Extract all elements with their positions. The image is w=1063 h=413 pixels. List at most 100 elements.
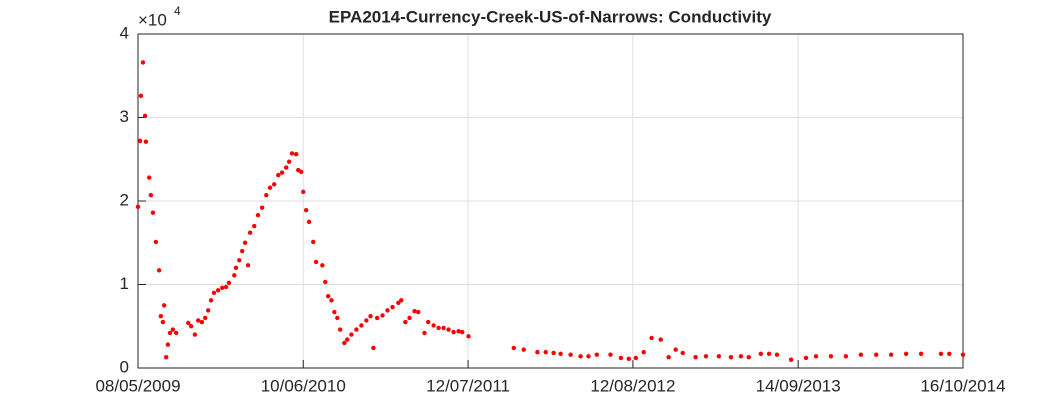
data-point <box>220 285 225 291</box>
data-point <box>416 309 421 315</box>
data-point <box>167 330 173 336</box>
data-point <box>399 298 404 303</box>
data-point <box>140 60 146 65</box>
data-point <box>558 351 563 357</box>
data-point <box>466 334 471 339</box>
data-point <box>728 354 734 360</box>
data-point <box>148 192 154 198</box>
y-tick-label: 2 <box>120 190 129 209</box>
data-point <box>374 315 380 321</box>
data-point <box>960 352 966 357</box>
y-multiplier: ×10 <box>138 10 167 29</box>
data-point <box>267 185 273 190</box>
data-point <box>828 354 834 359</box>
data-point <box>247 230 253 235</box>
data-point <box>150 210 156 215</box>
data-point <box>641 349 646 355</box>
data-point <box>535 349 540 355</box>
data-point <box>156 268 162 273</box>
data-point <box>215 288 221 293</box>
data-point <box>192 332 198 337</box>
data-point <box>364 318 369 323</box>
data-point <box>186 320 191 326</box>
data-point <box>738 354 744 359</box>
data-point <box>843 354 849 359</box>
data-point <box>164 354 169 360</box>
data-point <box>293 152 299 157</box>
data-point <box>371 345 376 351</box>
data-point <box>354 327 359 332</box>
data-point <box>693 354 698 360</box>
data-point <box>803 355 809 361</box>
data-point <box>147 175 152 180</box>
data-point <box>666 354 671 360</box>
x-tick-label: 12/07/2011 <box>426 376 510 395</box>
data-point <box>673 347 678 352</box>
data-point <box>286 159 292 164</box>
data-point <box>245 263 251 268</box>
data-point <box>594 352 599 357</box>
data-point <box>446 327 451 332</box>
data-point <box>240 248 245 254</box>
data-point <box>345 337 350 342</box>
data-point <box>301 189 306 195</box>
data-point <box>232 273 237 278</box>
data-point <box>226 280 232 286</box>
data-point <box>259 205 265 210</box>
data-point <box>407 315 412 321</box>
data-point <box>385 308 390 313</box>
data-point <box>208 298 214 303</box>
data-point <box>618 355 624 361</box>
data-point <box>323 279 328 285</box>
plot-frame <box>137 33 964 369</box>
data-point <box>264 192 269 198</box>
data-point <box>649 335 654 341</box>
data-point <box>255 212 261 218</box>
data-point <box>947 351 952 357</box>
data-point <box>426 319 431 325</box>
data-point <box>774 352 780 357</box>
x-tick-label: 10/06/2010 <box>261 376 346 395</box>
data-point <box>161 303 167 308</box>
data-point <box>521 347 526 352</box>
data-point <box>279 170 285 175</box>
data-point <box>188 324 194 329</box>
data-point <box>716 354 722 359</box>
data-point <box>137 138 143 144</box>
data-point <box>368 314 373 319</box>
data-point <box>160 319 166 325</box>
data-point <box>456 329 461 334</box>
data-point <box>813 354 819 359</box>
y-multiplier-exponent: 4 <box>174 4 181 18</box>
data-point <box>306 219 312 225</box>
data-point <box>170 327 176 332</box>
data-point <box>451 329 456 335</box>
data-point <box>511 345 516 351</box>
data-point <box>335 315 340 321</box>
data-point <box>223 284 229 290</box>
data-point <box>903 351 909 357</box>
data-point <box>325 293 331 299</box>
data-point <box>242 240 248 245</box>
data-point <box>938 351 944 357</box>
data-point <box>633 355 639 361</box>
data-point <box>158 314 164 319</box>
data-point <box>431 323 436 328</box>
data-point <box>196 318 201 323</box>
data-point <box>874 352 879 357</box>
data-point <box>143 139 149 144</box>
data-point <box>153 239 159 245</box>
data-point <box>320 263 325 268</box>
data-point <box>303 207 309 213</box>
data-point <box>578 354 583 359</box>
data-point <box>199 319 205 325</box>
data-point <box>342 340 347 346</box>
y-tick-label: 1 <box>120 274 129 293</box>
data-point <box>173 330 179 336</box>
data-point <box>436 325 441 331</box>
data-point <box>680 350 685 356</box>
y-tick-label: 0 <box>120 357 129 376</box>
data-point <box>608 352 613 357</box>
y-tick-label: 3 <box>120 107 129 126</box>
